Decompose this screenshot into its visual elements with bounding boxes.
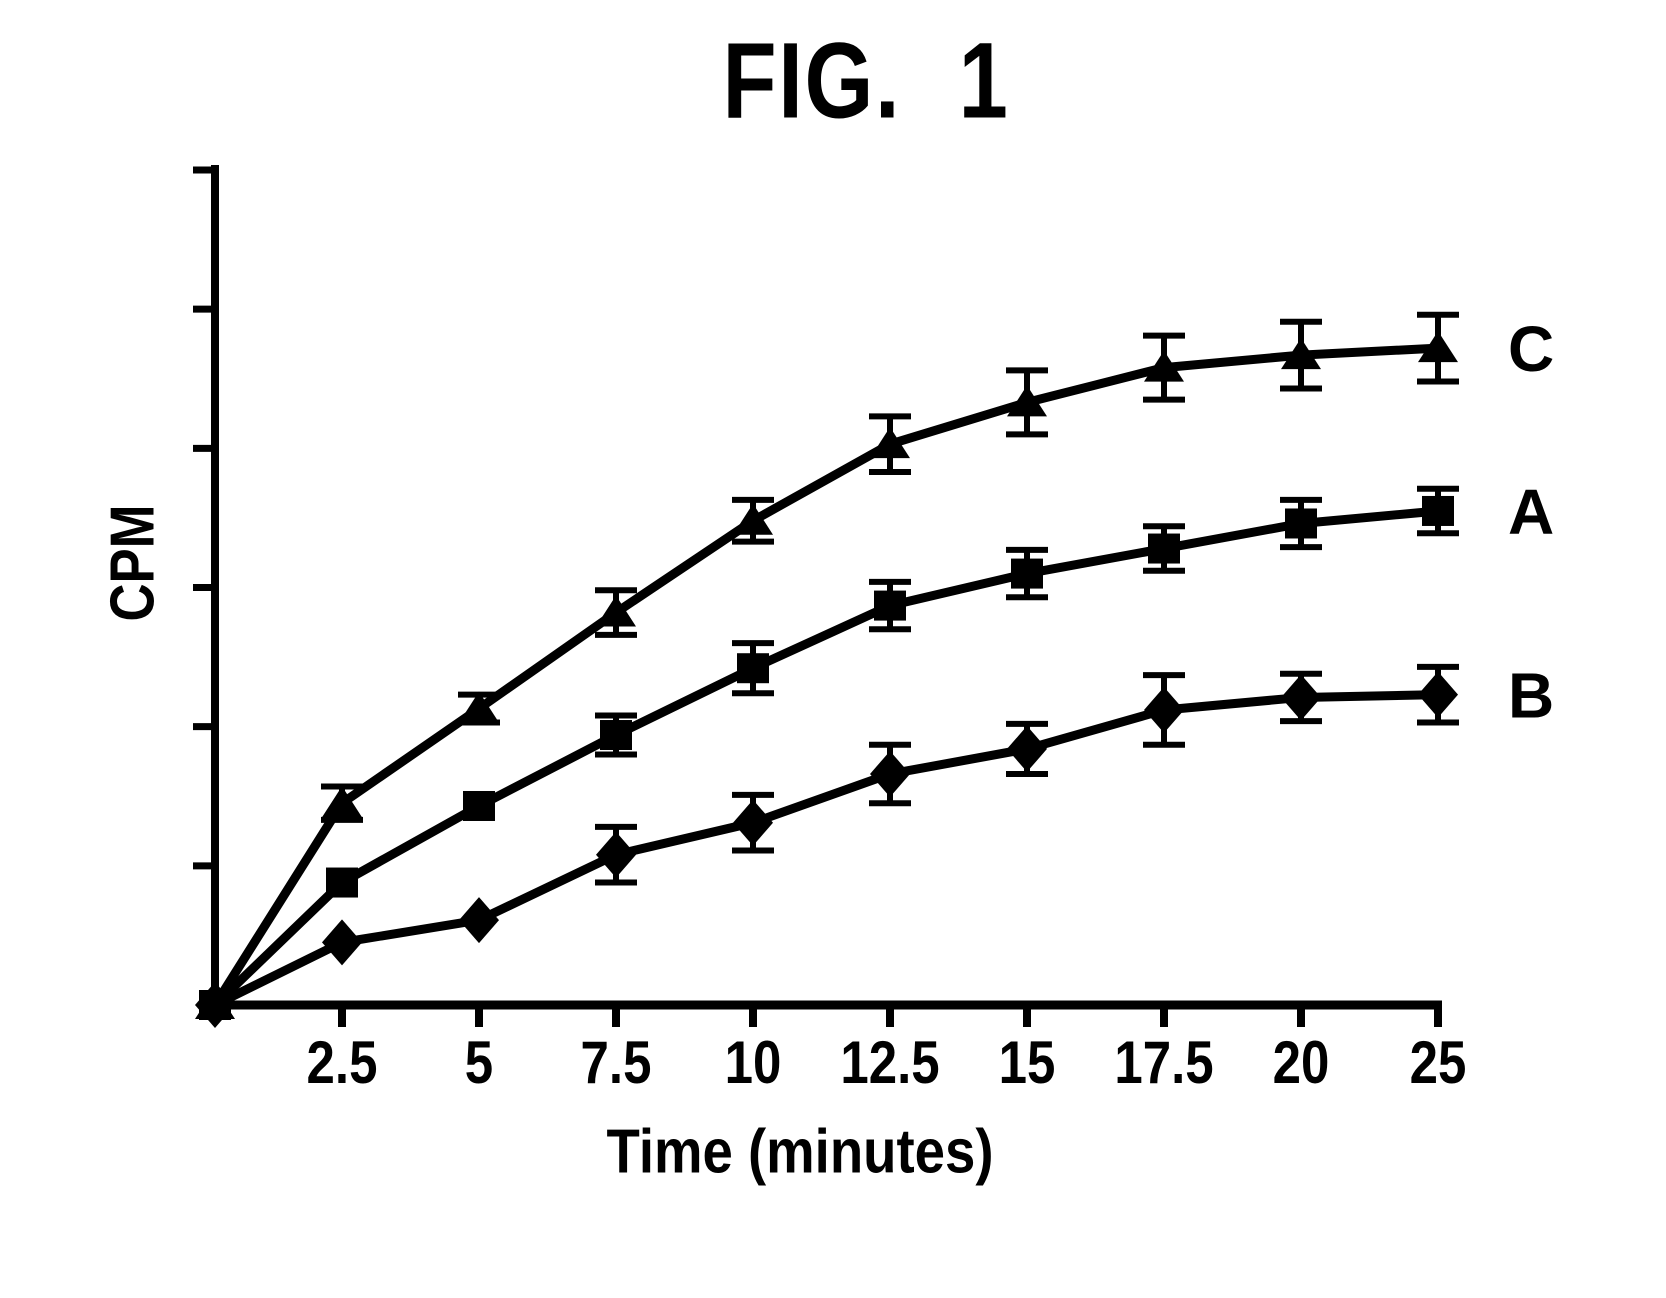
marker-triangle-C [1281,338,1321,370]
marker-triangle-C [1418,331,1458,363]
series-label-A: A [1508,476,1554,548]
marker-triangle-C [1144,350,1184,382]
marker-triangle-C [733,503,773,535]
x-tick-label: 2.5 [307,1029,378,1096]
marker-diamond-B [1007,725,1047,772]
x-axis-label: Time (minutes) [606,1117,994,1187]
marker-diamond-B [733,799,773,846]
marker-diamond-B [1144,686,1184,733]
marker-square-A [1148,533,1180,564]
figure-title: FIG. 1 [722,19,1010,141]
marker-diamond-B [195,982,235,1028]
series-line-A [211,506,1439,1009]
marker-square-A [463,790,495,821]
marker-triangle-C [1007,385,1047,417]
marker-square-A [1011,558,1043,589]
series-line-C [211,343,1439,1008]
marker-diamond-B [1281,674,1321,721]
x-tick-label: 17.5 [1114,1029,1213,1096]
marker-diamond-B [1418,671,1458,718]
x-tick-label: 20 [1273,1029,1330,1096]
marker-diamond-B [870,750,910,797]
marker-triangle-C [596,595,636,627]
x-tick-label: 15 [999,1029,1056,1096]
marker-triangle-C [322,786,362,818]
marker-square-A [874,590,906,621]
x-tick-label: 7.5 [581,1029,652,1096]
x-tick-label: 12.5 [840,1029,939,1096]
series-line-B [213,690,1439,1010]
x-tick-label: 25 [1410,1029,1467,1096]
series-label-B: B [1508,660,1554,732]
x-tick-label: 5 [465,1029,493,1096]
marker-square-A [1422,495,1454,526]
marker-diamond-B [596,831,636,878]
series-label-C: C [1508,313,1554,385]
marker-triangle-C [459,691,499,723]
marker-square-A [1285,508,1317,539]
marker-diamond-B [459,897,499,944]
marker-diamond-B [322,919,362,966]
marker-square-A [600,720,632,751]
marker-square-A [737,653,769,684]
marker-triangle-C [870,427,910,459]
x-tick-label: 10 [725,1029,782,1096]
marker-square-A [326,867,358,898]
